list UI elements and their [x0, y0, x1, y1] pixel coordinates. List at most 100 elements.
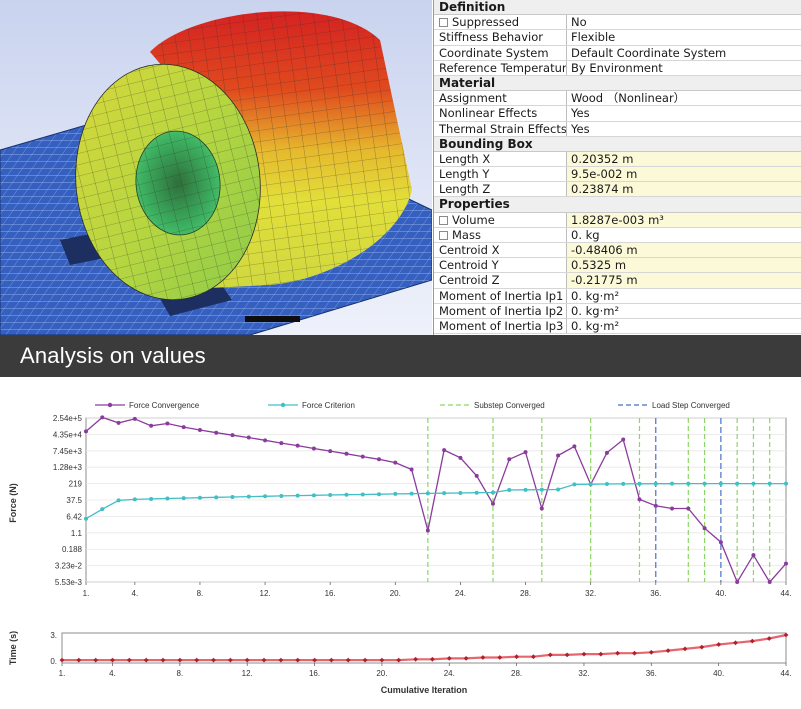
property-value[interactable]: Default Coordinate System: [571, 45, 727, 60]
force-y-tick-label: 0.188: [62, 545, 83, 554]
force-x-tick-label: 16.: [325, 589, 336, 598]
force-convergence-point: [572, 444, 577, 449]
property-row-length-y[interactable]: Length Y 9.5e-002 m: [434, 167, 801, 183]
property-value[interactable]: -0.48406 m: [567, 243, 801, 258]
model-viewport[interactable]: [0, 0, 432, 335]
category-definition[interactable]: Definition: [434, 0, 801, 16]
force-criterion-point: [686, 481, 691, 486]
time-x-tick-label: 40.: [713, 669, 724, 678]
category-material[interactable]: Material: [434, 75, 801, 92]
force-convergence-point: [653, 503, 658, 508]
force-criterion-point: [751, 481, 756, 486]
property-value[interactable]: Flexible: [571, 30, 616, 45]
force-convergence-point: [84, 429, 88, 434]
time-point: [581, 651, 587, 657]
force-criterion-point: [84, 516, 88, 521]
property-value[interactable]: 0. kg·m²: [571, 303, 620, 318]
category-bounding-box[interactable]: Bounding Box: [434, 136, 801, 152]
property-row-moment-of-inertia-ip3[interactable]: Moment of Inertia Ip3 0. kg·m²: [434, 318, 801, 335]
property-value[interactable]: 0. kg·m²: [571, 288, 620, 303]
force-criterion-point: [735, 481, 740, 486]
property-value[interactable]: 0. kg: [571, 227, 600, 242]
force-criterion-point: [377, 492, 382, 497]
force-criterion-point: [246, 494, 251, 499]
force-criterion-point: [784, 481, 788, 486]
time-point: [480, 655, 486, 660]
force-criterion-point: [360, 492, 365, 497]
property-row-suppressed[interactable]: Suppressed No: [434, 15, 801, 31]
property-value[interactable]: -0.21775 m: [567, 273, 801, 288]
property-row-moment-of-inertia-ip1[interactable]: Moment of Inertia Ip1 0. kg·m²: [434, 288, 801, 304]
time-x-tick-label: 28.: [511, 669, 522, 678]
force-criterion-point: [279, 493, 284, 498]
property-key-text: Centroid X: [439, 243, 500, 257]
time-point: [345, 657, 351, 663]
force-convergence-point: [751, 553, 756, 558]
property-row-reference-temperature[interactable]: Reference Temperature By Environment: [434, 60, 801, 76]
parameter-checkbox[interactable]: [439, 215, 448, 225]
force-convergence-point: [328, 449, 333, 454]
property-row-length-z[interactable]: Length Z 0.23874 m: [434, 182, 801, 198]
property-key: Nonlinear Effects: [434, 106, 567, 121]
force-convergence-point: [344, 451, 349, 456]
property-key: Length Y: [434, 167, 567, 182]
force-x-tick-label: 36.: [650, 589, 661, 598]
time-x-tick-label: 24.: [444, 669, 455, 678]
force-criterion-point: [328, 493, 333, 498]
force-convergence-point: [442, 448, 447, 453]
property-row-assignment[interactable]: Assignment Wood （Nonlinear）: [434, 91, 801, 107]
force-convergence-point: [377, 457, 382, 462]
property-value[interactable]: 1.8287e-003 m³: [567, 212, 801, 227]
property-row-nonlinear-effects[interactable]: Nonlinear Effects Yes: [434, 106, 801, 122]
property-row-volume[interactable]: Volume 1.8287e-003 m³: [434, 212, 801, 228]
property-key-text: Nonlinear Effects: [439, 106, 538, 121]
bell-model-render: [0, 11, 432, 335]
time-point: [648, 649, 654, 655]
property-value[interactable]: 0. kg·m²: [571, 318, 620, 333]
force-convergence-point: [702, 526, 707, 531]
time-point: [497, 655, 503, 660]
property-value[interactable]: 9.5e-002 m: [567, 167, 801, 182]
property-value[interactable]: Yes: [571, 121, 590, 136]
force-criterion-point: [230, 494, 235, 499]
property-row-length-x[interactable]: Length X 0.20352 m: [434, 151, 801, 168]
time-point: [396, 657, 402, 663]
property-value[interactable]: Yes: [571, 106, 590, 121]
force-x-tick-label: 4.: [132, 589, 139, 598]
force-convergence-point: [523, 450, 528, 455]
property-value[interactable]: 0.23874 m: [567, 182, 801, 197]
force-criterion-point: [718, 481, 723, 486]
property-row-centroid-z[interactable]: Centroid Z -0.21775 m: [434, 273, 801, 289]
property-value[interactable]: 0.5325 m: [567, 258, 801, 273]
property-row-mass[interactable]: Mass 0. kg: [434, 227, 801, 243]
property-row-coordinate-system[interactable]: Coordinate System Default Coordinate Syst…: [434, 45, 801, 61]
force-criterion-point: [100, 507, 105, 512]
property-value[interactable]: By Environment: [571, 60, 663, 75]
property-row-thermal-strain-effects[interactable]: Thermal Strain Effects Yes: [434, 121, 801, 137]
force-convergence-point: [393, 460, 398, 465]
property-key: Thermal Strain Effects: [434, 121, 567, 136]
time-point: [564, 652, 570, 658]
property-row-centroid-x[interactable]: Centroid X -0.48406 m: [434, 243, 801, 259]
property-value[interactable]: Wood （Nonlinear）: [571, 91, 686, 106]
time-point: [194, 657, 200, 663]
property-value[interactable]: No: [571, 15, 587, 30]
property-key: Length X: [434, 151, 567, 167]
force-criterion-point: [197, 495, 202, 500]
legend-label: Force Criterion: [302, 401, 355, 410]
property-row-moment-of-inertia-ip2[interactable]: Moment of Inertia Ip2 0. kg·m²: [434, 303, 801, 319]
force-criterion-point: [181, 496, 186, 501]
parameter-checkbox[interactable]: [439, 18, 448, 28]
force-convergence-point: [686, 506, 691, 511]
property-value[interactable]: 0.20352 m: [567, 151, 801, 167]
time-x-tick-label: 12.: [242, 669, 253, 678]
force-criterion-point: [702, 481, 707, 486]
category-properties[interactable]: Properties: [434, 197, 801, 213]
time-y-tick-label: 0.: [50, 657, 57, 666]
property-row-stiffness-behavior[interactable]: Stiffness Behavior Flexible: [434, 30, 801, 46]
property-row-centroid-y[interactable]: Centroid Y 0.5325 m: [434, 258, 801, 274]
property-key: Moment of Inertia Ip3: [434, 318, 567, 334]
property-key-text: Thermal Strain Effects: [439, 121, 567, 136]
parameter-checkbox[interactable]: [439, 230, 448, 240]
banner-title: Analysis on values: [20, 343, 206, 368]
